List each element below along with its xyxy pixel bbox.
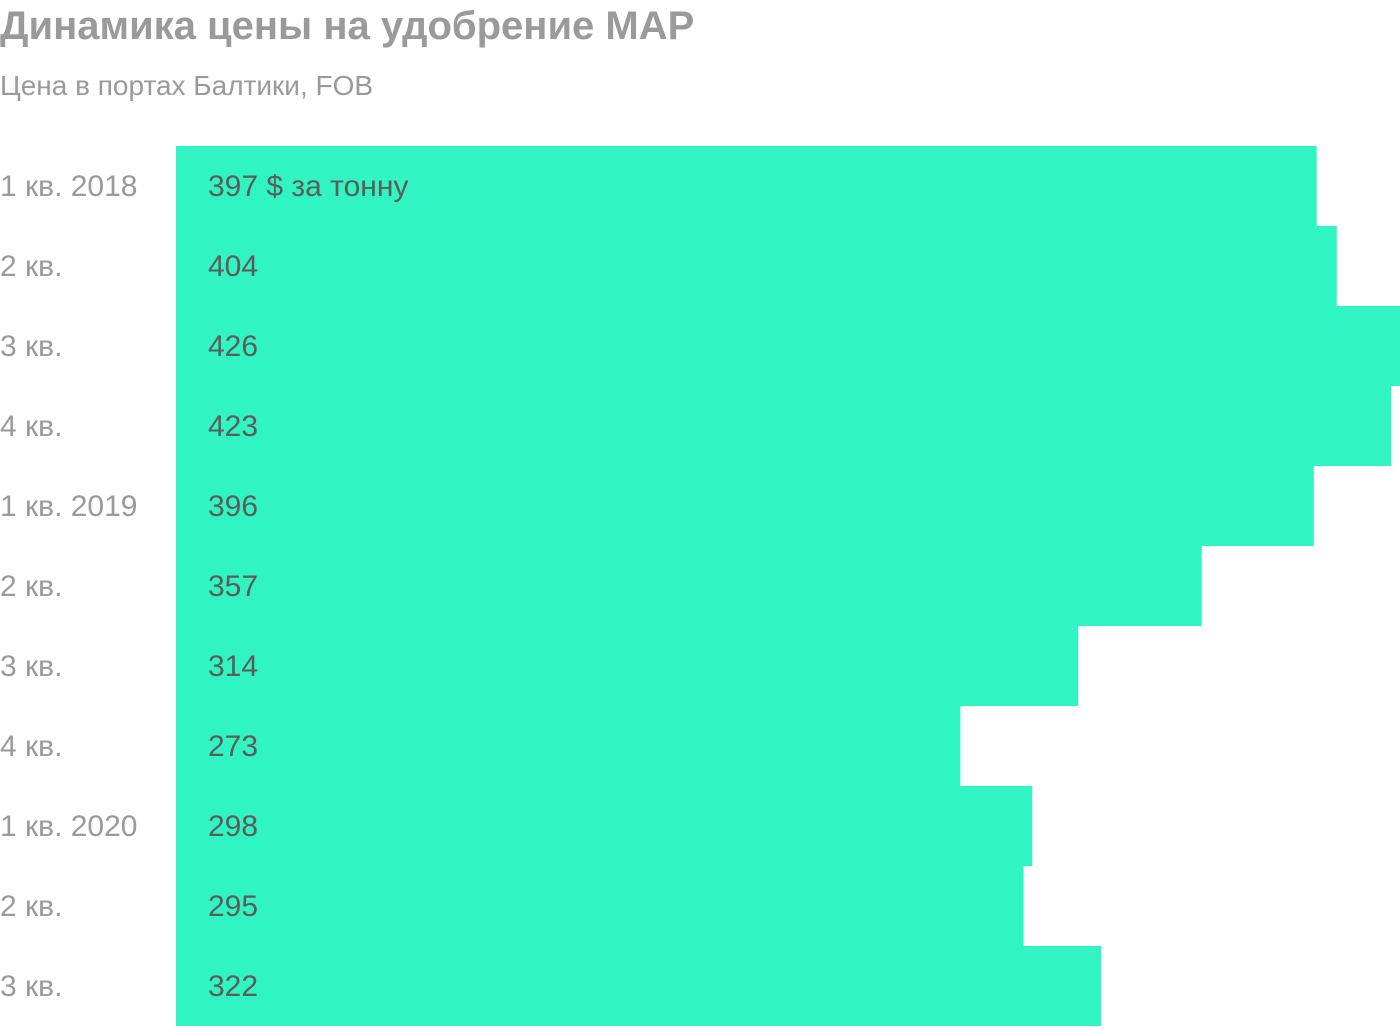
category-label: 4 кв. bbox=[0, 410, 62, 443]
value-label: 295 bbox=[208, 890, 258, 923]
chart-subtitle: Цена в портах Балтики, FOB bbox=[0, 70, 374, 101]
bar bbox=[176, 306, 1400, 386]
labels-group: 1 кв. 2018 397 $ за тонну 2 кв. 404 3 кв. 426… bbox=[0, 170, 408, 1003]
category-label: 4 кв. bbox=[0, 730, 62, 763]
bar bbox=[176, 706, 961, 786]
value-label: 357 bbox=[208, 570, 258, 603]
value-label: 298 bbox=[208, 810, 258, 843]
bar bbox=[176, 146, 1317, 226]
category-label: 3 кв. bbox=[0, 970, 62, 1003]
bar bbox=[176, 866, 1024, 946]
value-label: 397 $ за тонну bbox=[208, 170, 408, 203]
category-label: 2 кв. bbox=[0, 890, 62, 923]
bar bbox=[176, 226, 1337, 306]
bars-group bbox=[176, 146, 1400, 1026]
category-label: 1 кв. 2020 bbox=[0, 810, 138, 843]
chart-title: Динамика цены на удобрение MAP bbox=[0, 4, 695, 48]
value-label: 404 bbox=[208, 250, 258, 283]
bar bbox=[176, 466, 1314, 546]
value-label: 273 bbox=[208, 730, 258, 763]
category-label: 2 кв. bbox=[0, 570, 62, 603]
value-label: 322 bbox=[208, 970, 258, 1003]
value-label: 423 bbox=[208, 410, 258, 443]
category-label: 3 кв. bbox=[0, 330, 62, 363]
category-label: 1 кв. 2019 bbox=[0, 490, 138, 523]
category-label: 2 кв. bbox=[0, 250, 62, 283]
bar bbox=[176, 546, 1202, 626]
value-label: 426 bbox=[208, 330, 258, 363]
bar bbox=[176, 626, 1079, 706]
category-label: 1 кв. 2018 bbox=[0, 170, 138, 203]
bar bbox=[176, 386, 1392, 466]
value-label: 314 bbox=[208, 650, 258, 683]
bar bbox=[176, 786, 1033, 866]
value-label: 396 bbox=[208, 490, 258, 523]
category-label: 3 кв. bbox=[0, 650, 62, 683]
bar bbox=[176, 946, 1102, 1026]
